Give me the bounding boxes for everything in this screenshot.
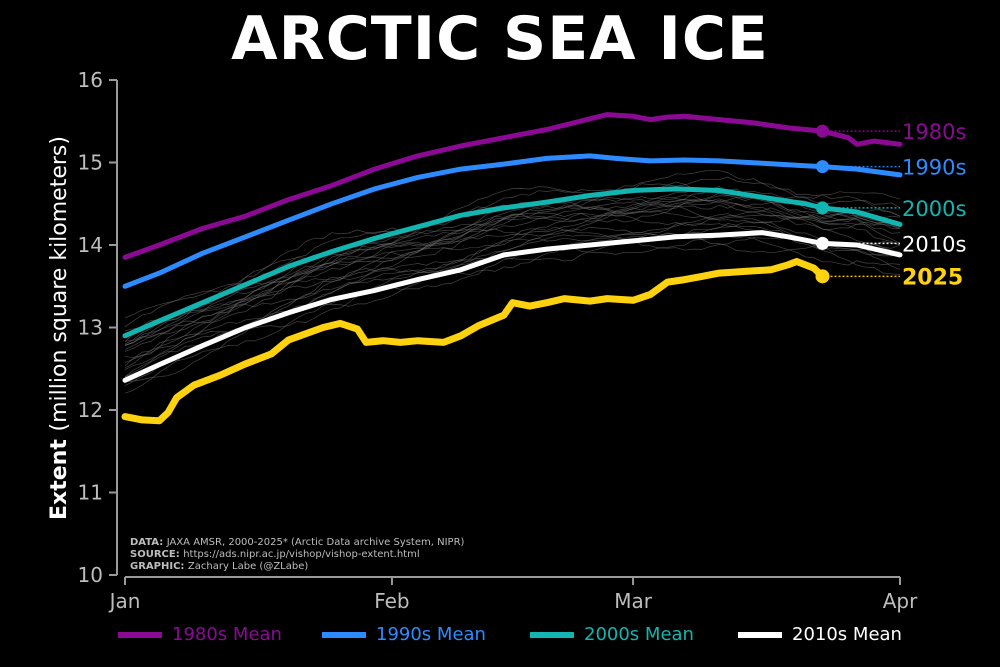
y-axis-label: Extent (million square kilometers) <box>47 136 72 520</box>
background-year-line <box>124 169 901 319</box>
background-years-lines <box>124 169 901 394</box>
background-year-line <box>124 235 901 386</box>
x-tick-label: Apr <box>883 589 918 613</box>
background-year-line <box>124 199 901 350</box>
legend-label-2010s: 2010s Mean <box>792 624 902 645</box>
y-tick-label: 14 <box>78 233 103 257</box>
legend-label-1980s: 1980s Mean <box>172 624 282 645</box>
x-tick-label: Feb <box>374 589 409 613</box>
legend-swatch-2010s <box>738 631 782 638</box>
legend-item-2000s: 2000s Mean <box>530 624 694 645</box>
background-year-line <box>124 207 901 369</box>
credits: DATA: JAXA AMSR, 2000-2025* (Arctic Data… <box>130 537 465 572</box>
series-line-2000s <box>122 186 903 339</box>
y-tick-label: 13 <box>78 316 103 340</box>
credit-line: GRAPHIC: Zachary Labe (@ZLabe) <box>130 561 308 572</box>
series-endpoint-2025 <box>815 269 830 284</box>
x-tick-label: Mar <box>614 589 653 613</box>
legend-item-2010s: 2010s Mean <box>738 624 902 645</box>
legend-label-1990s: 1990s Mean <box>376 624 486 645</box>
series-endpoint-2000s <box>816 201 829 215</box>
legend-swatch-1990s <box>322 631 366 638</box>
series-end-labels: 1980s 1990s 2000s 2010s 2025 <box>902 120 966 290</box>
series-label-1980s: 1980s <box>902 120 966 144</box>
chart-title: ARCTIC SEA ICE <box>231 4 769 74</box>
background-year-line <box>124 194 901 342</box>
series-label-2000s: 2000s <box>902 197 966 221</box>
y-tick-label: 16 <box>78 68 103 92</box>
series-line-1990s <box>122 153 903 289</box>
series-endpoint-2010s <box>816 236 829 250</box>
legend-swatch-2000s <box>530 631 574 638</box>
background-year-line <box>124 198 901 346</box>
background-year-line <box>124 203 901 359</box>
series-lines <box>121 112 903 425</box>
series-label-2010s: 2010s <box>902 232 966 256</box>
series-label-1990s: 1990s <box>902 156 966 180</box>
y-axis-title: Extent (million square kilometers) <box>47 136 72 520</box>
credit-line: SOURCE: https://ads.nipr.ac.jp/vishop/vi… <box>130 549 420 560</box>
background-year-line <box>124 223 901 370</box>
series-line-2025 <box>121 258 826 425</box>
y-tick-label: 12 <box>78 398 103 422</box>
series-endpoint-1990s <box>816 160 829 174</box>
y-tick-label: 10 <box>78 563 103 587</box>
series-line-2010s <box>122 230 903 383</box>
legend-label-2000s: 2000s Mean <box>584 624 694 645</box>
series-label-2025: 2025 <box>902 265 963 290</box>
background-year-line <box>124 236 901 394</box>
x-tick-label: Jan <box>108 589 141 613</box>
axes: 10 11 12 13 14 15 16 Jan Feb Mar Apr <box>78 68 919 613</box>
y-tick-label: 11 <box>78 481 103 505</box>
legend: 1980s Mean 1990s Mean 2000s Mean 2010s M… <box>0 624 1000 654</box>
credit-line: DATA: JAXA AMSR, 2000-2025* (Arctic Data… <box>130 537 465 548</box>
legend-item-1990s: 1990s Mean <box>322 624 486 645</box>
legend-swatch-1980s <box>118 631 162 638</box>
background-year-line <box>124 190 901 345</box>
series-endpoint-1980s <box>816 124 829 138</box>
y-tick-label: 15 <box>78 151 103 175</box>
legend-item-1980s: 1980s Mean <box>118 624 282 645</box>
